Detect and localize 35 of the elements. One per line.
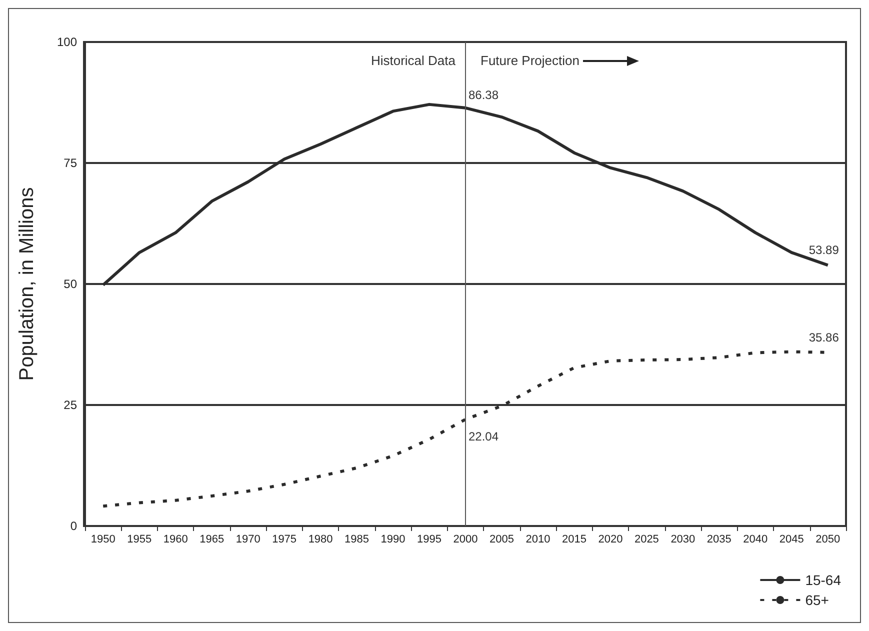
x-tick-label: 2025 [634, 534, 659, 546]
annotation: Historical Data [370, 53, 456, 68]
y-axis-title: Population, in Millions [16, 187, 38, 381]
x-tick-label: 2000 [453, 534, 478, 546]
x-tick-label: 1990 [380, 534, 406, 546]
x-tick-label: 2020 [598, 534, 623, 546]
data-label: 53.89 [808, 243, 840, 258]
x-tick-label: 2045 [779, 534, 804, 546]
annotation: Future Projection [480, 53, 580, 68]
y-tick-label: 25 [64, 398, 78, 412]
x-tick-label: 2010 [526, 534, 550, 546]
data-label: 86.38 [468, 88, 499, 102]
y-tick-label: 75 [64, 156, 78, 170]
x-tick-label: 2015 [562, 534, 586, 546]
x-tick-label: 1950 [90, 534, 116, 546]
x-tick-label: 2040 [743, 534, 768, 546]
x-tick-label: 2050 [816, 534, 840, 546]
x-tick-label: 1965 [200, 534, 224, 546]
y-tick-label: 100 [56, 35, 78, 49]
x-tick-label: 1995 [417, 534, 442, 546]
y-tick-label: 50 [64, 277, 78, 291]
x-tick-label: 2030 [670, 534, 696, 546]
y-tick-label: 0 [70, 519, 78, 533]
x-tick-label: 1985 [344, 534, 370, 546]
data-label: 22.04 [468, 429, 499, 444]
data-label: 35.86 [808, 330, 840, 344]
x-tick-label: 2005 [489, 534, 514, 546]
x-tick-label: 2035 [706, 534, 732, 546]
x-tick-label: 1980 [308, 534, 333, 546]
x-tick-label: 1960 [163, 534, 188, 546]
x-tick-label: 1955 [127, 534, 152, 546]
x-tick-label: 1975 [272, 534, 297, 546]
legend-label: 65+ [805, 592, 829, 608]
x-tick-label: 1970 [236, 534, 260, 546]
legend-label: 15-64 [805, 572, 842, 588]
